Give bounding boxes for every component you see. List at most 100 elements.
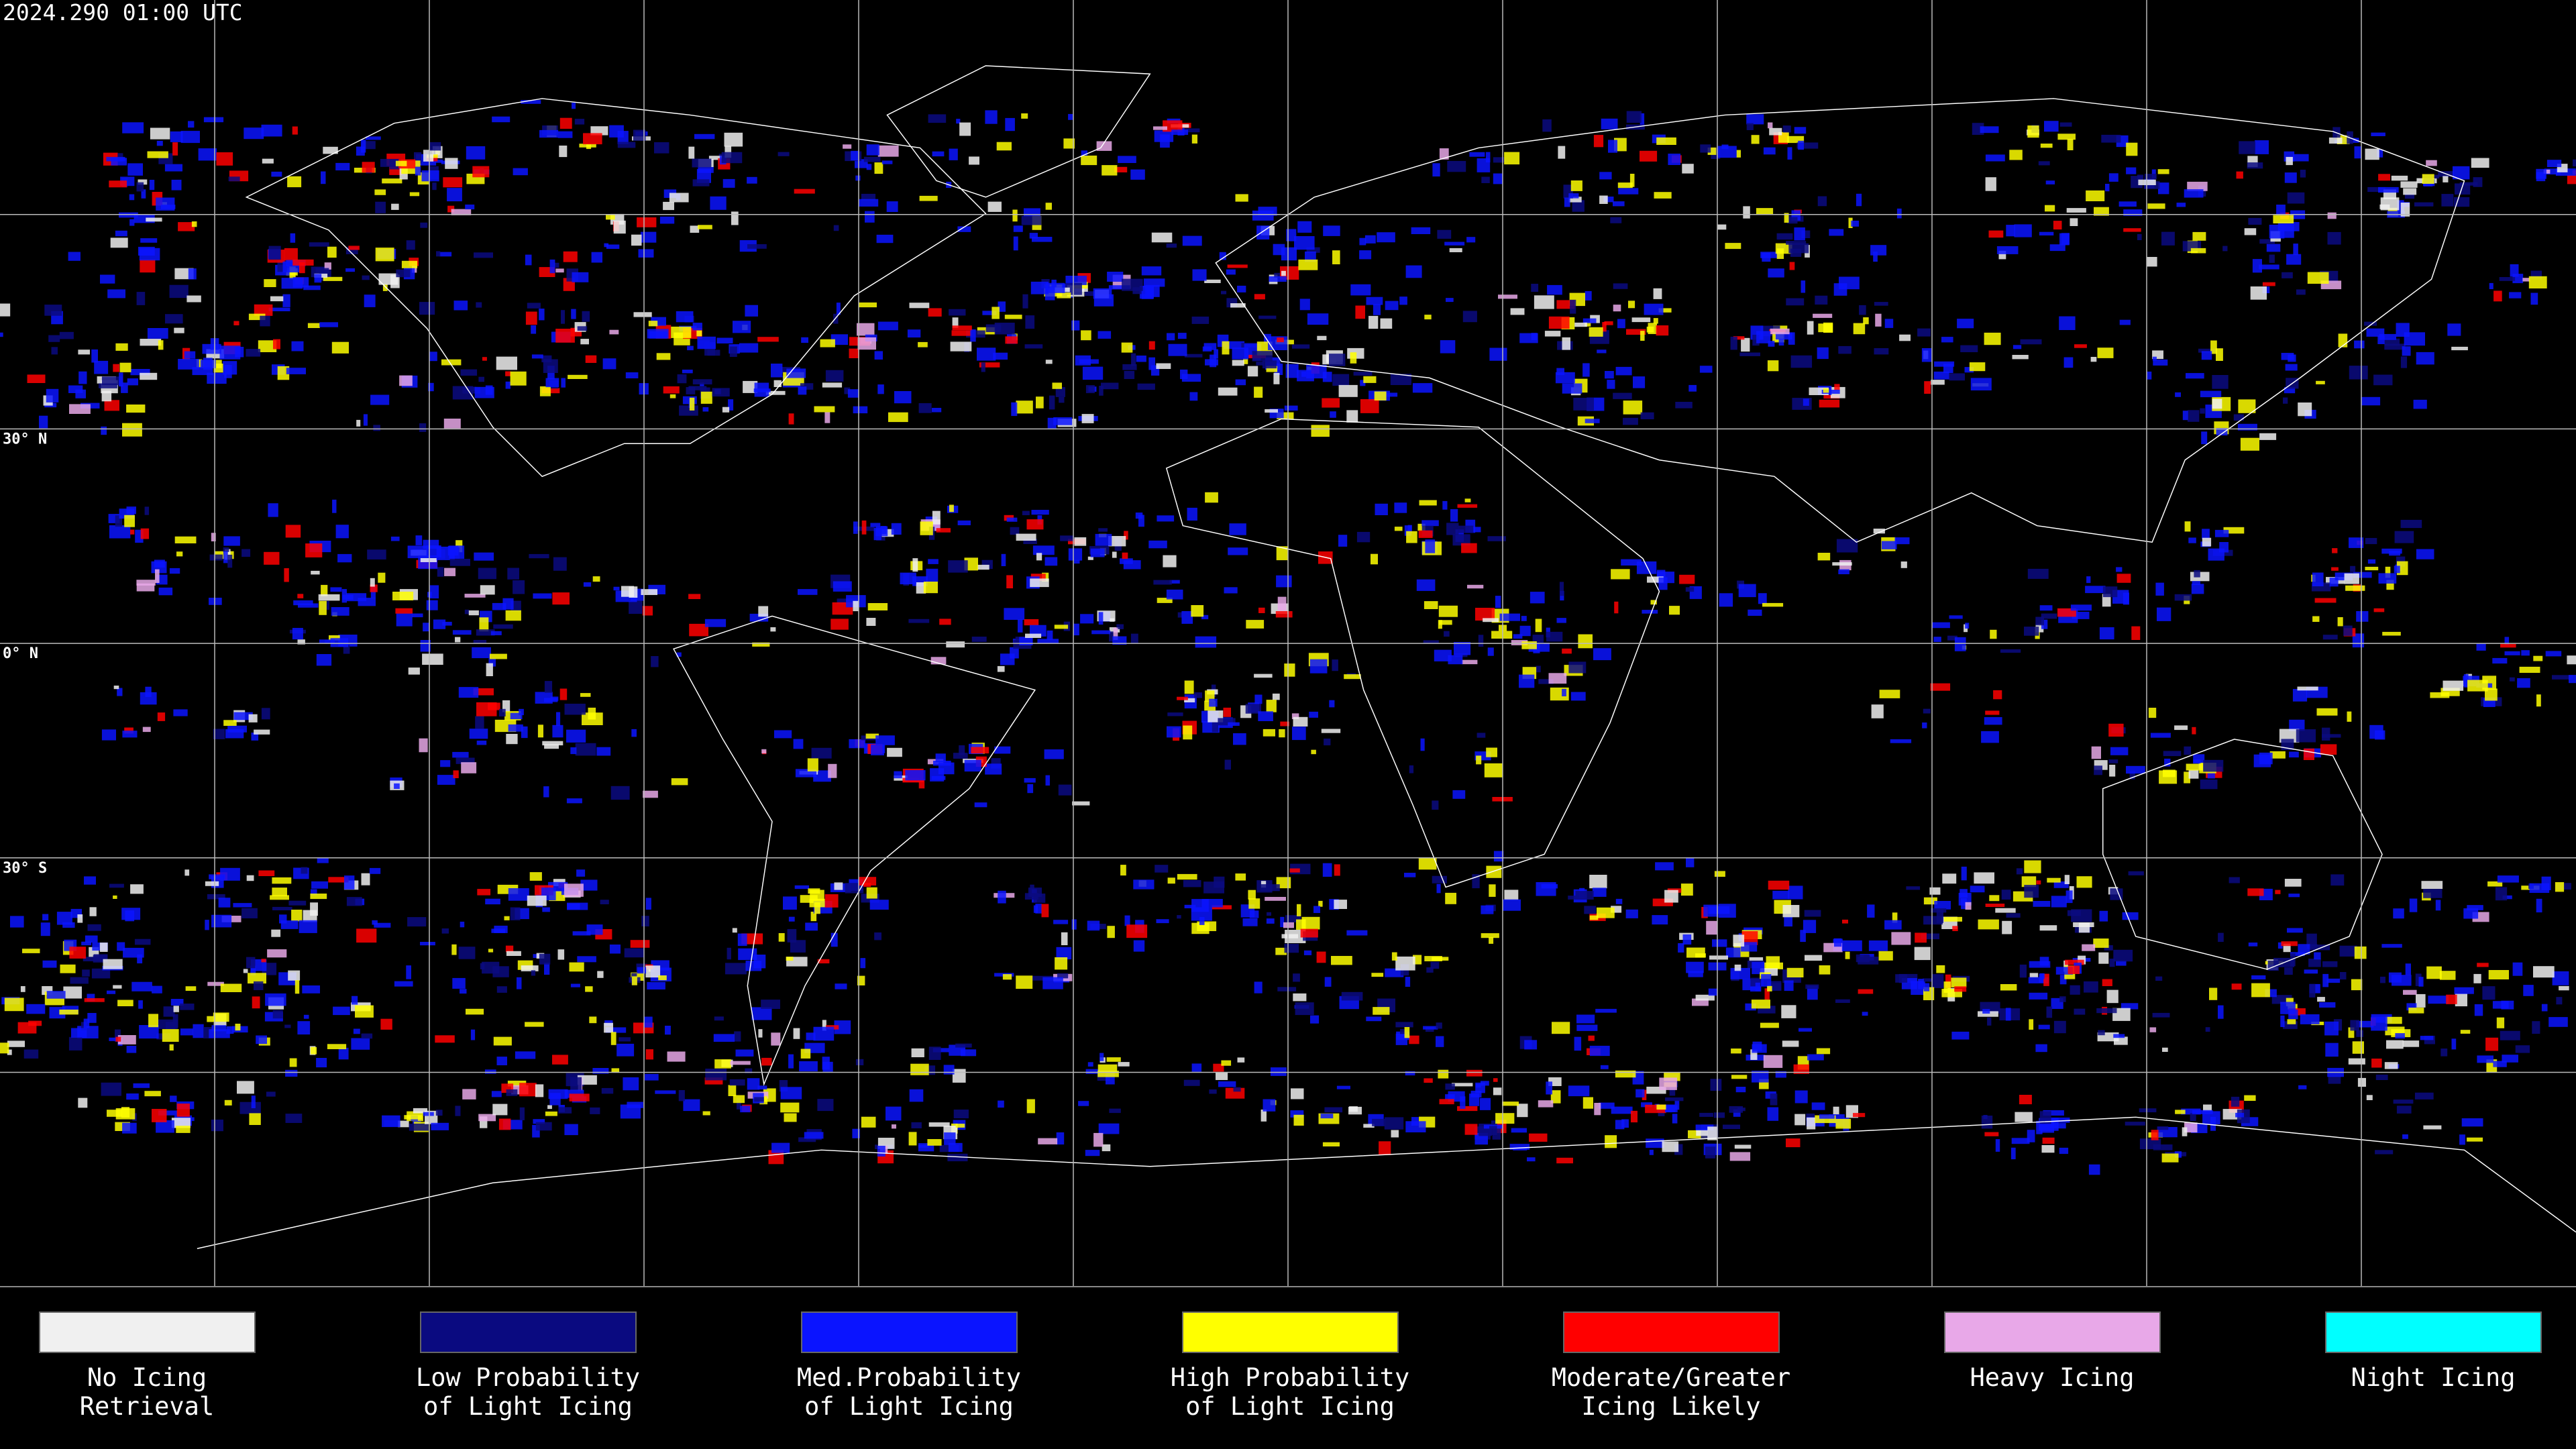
- icing-patch: [1733, 934, 1745, 947]
- icing-patch: [1010, 647, 1019, 659]
- icing-patch: [2028, 977, 2049, 983]
- icing-patch: [429, 585, 439, 599]
- icing-patch: [761, 749, 767, 754]
- icing-patch: [908, 619, 930, 623]
- icing-patch: [855, 1059, 864, 1065]
- icing-patch: [1775, 243, 1792, 254]
- icing-patch: [1097, 1071, 1119, 1077]
- icing-patch: [223, 551, 228, 564]
- icing-patch: [947, 1153, 968, 1162]
- icing-patch: [476, 702, 497, 716]
- icing-patch: [2552, 971, 2569, 985]
- icing-patch: [303, 285, 321, 290]
- icing-patch: [141, 189, 146, 199]
- icing-patch: [2492, 1001, 2509, 1009]
- icing-patch: [2400, 203, 2410, 217]
- icing-patch: [480, 1116, 488, 1128]
- icing-patch: [1915, 932, 1927, 943]
- icing-patch: [2053, 1020, 2066, 1034]
- icing-patch: [1573, 398, 1594, 411]
- icing-patch: [770, 627, 776, 632]
- icing-patch: [1745, 1003, 1756, 1011]
- icing-patch: [1324, 1107, 1343, 1113]
- icing-patch: [1404, 873, 1416, 877]
- icing-patch: [874, 162, 883, 174]
- icing-patch: [2027, 125, 2039, 138]
- icing-patch: [445, 158, 458, 169]
- icing-patch: [70, 977, 89, 984]
- icing-patch: [591, 252, 602, 263]
- icing-patch: [1037, 639, 1059, 643]
- icing-patch: [1644, 303, 1664, 315]
- icing-patch: [2119, 319, 2131, 325]
- icing-patch: [1212, 721, 1218, 733]
- icing-patch: [1788, 243, 1809, 254]
- icing-patch: [264, 279, 276, 287]
- icing-patch: [1045, 203, 1052, 210]
- icing-patch: [642, 606, 653, 616]
- icing-patch: [610, 1032, 616, 1045]
- icing-patch: [1177, 915, 1181, 919]
- icing-patch: [1167, 726, 1181, 738]
- icing-patch: [464, 609, 470, 614]
- icing-patch: [1718, 904, 1736, 918]
- icing-patch: [2343, 625, 2353, 636]
- icing-patch: [1290, 1110, 1304, 1118]
- icing-patch: [1090, 548, 1105, 557]
- icing-patch: [859, 302, 877, 308]
- icing-patch: [321, 584, 328, 596]
- icing-patch: [2099, 627, 2114, 640]
- icing-patch: [564, 1124, 578, 1136]
- icing-patch: [2085, 586, 2106, 594]
- icing-patch: [1177, 873, 1197, 880]
- icing-patch: [1420, 738, 1425, 751]
- icing-patch: [2451, 346, 2468, 351]
- icing-patch: [2105, 184, 2110, 192]
- icing-patch: [1816, 1048, 1831, 1055]
- icing-patch: [566, 798, 582, 804]
- icing-patch: [1380, 318, 1393, 329]
- icing-patch: [822, 382, 843, 388]
- icing-patch: [1285, 915, 1301, 922]
- icing-patch: [556, 712, 561, 727]
- icing-patch: [2088, 1164, 2100, 1175]
- icing-patch: [1481, 176, 1490, 183]
- icing-patch: [401, 260, 418, 268]
- icing-patch: [1229, 523, 1246, 535]
- icing-patch: [1594, 1103, 1601, 1116]
- icing-patch: [566, 729, 586, 743]
- icing-patch: [1214, 349, 1218, 359]
- icing-patch: [1760, 968, 1778, 976]
- icing-patch: [997, 665, 1005, 672]
- icing-patch: [1782, 905, 1800, 918]
- icing-patch: [949, 148, 958, 160]
- icing-patch: [1166, 589, 1183, 600]
- icing-patch: [1432, 163, 1440, 177]
- icing-patch: [207, 894, 225, 900]
- icing-patch: [310, 902, 318, 916]
- icing-patch: [129, 194, 135, 201]
- icing-patch: [205, 881, 219, 886]
- icing-patch: [580, 339, 589, 345]
- icing-patch: [2533, 655, 2543, 661]
- icing-patch: [2322, 973, 2329, 987]
- icing-patch: [2541, 1004, 2548, 1012]
- icing-patch: [2473, 973, 2481, 983]
- icing-patch: [248, 973, 266, 984]
- icing-patch: [1355, 305, 1365, 319]
- icing-patch: [1945, 974, 1951, 988]
- icing-patch: [2322, 635, 2338, 640]
- icing-patch: [289, 266, 296, 280]
- icing-patch: [473, 640, 487, 644]
- icing-patch: [1437, 229, 1452, 239]
- icing-patch: [458, 687, 479, 698]
- icing-patch: [1113, 627, 1118, 640]
- icing-patch: [1599, 1102, 1615, 1109]
- icing-patch: [1002, 974, 1012, 980]
- icing-patch: [2316, 708, 2338, 716]
- icing-patch: [101, 1082, 121, 1096]
- icing-patch: [1951, 1031, 1970, 1040]
- icing-patch: [147, 151, 168, 158]
- icing-patch: [771, 1032, 781, 1046]
- icing-patch: [1819, 965, 1831, 975]
